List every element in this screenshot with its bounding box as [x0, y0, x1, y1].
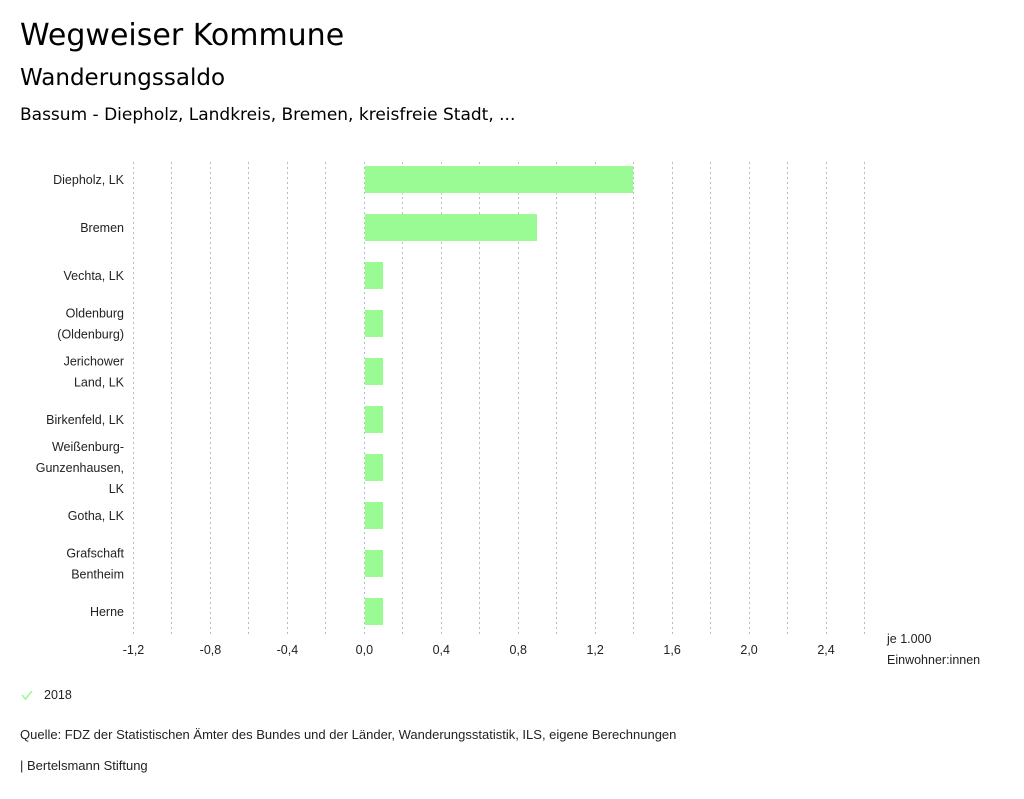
x-tick-label: 2,4: [817, 643, 834, 657]
x-tick-label: 1,2: [586, 643, 603, 657]
bar[interactable]: [364, 454, 384, 481]
category-label: Herne: [90, 605, 124, 619]
category-label: Gotha, LK: [68, 509, 125, 523]
bar[interactable]: [364, 310, 384, 337]
unit-label-line: Einwohner:innen: [887, 653, 980, 667]
regions-line: Bassum - Diepholz, Landkreis, Bremen, kr…: [20, 105, 516, 125]
x-tick-label: -0,8: [200, 643, 222, 657]
category-label: Bremen: [80, 221, 124, 235]
category-label: Oldenburg (Oldenburg): [57, 307, 124, 342]
source-note: Quelle: FDZ der Statistischen Ämter des …: [20, 727, 677, 742]
x-tick-label: -0,4: [277, 643, 299, 657]
unit-label: je 1.000 Einwohner:innen: [886, 632, 980, 667]
category-labels: Diepholz, LK Bremen Vechta, LK Oldenburg (Ol…: [36, 173, 125, 619]
credit-note: | Bertelsmann Stiftung: [20, 758, 148, 773]
category-label: Jerichower Land, LK: [64, 355, 125, 390]
bar-chart: Diepholz, LK Bremen Vechta, LK Oldenburg (Ol…: [36, 162, 980, 667]
x-tick-label: 0,0: [356, 643, 373, 657]
bar[interactable]: [364, 550, 384, 577]
bar[interactable]: [364, 406, 384, 433]
category-label: Weißenburg-Gunzenhausen, LK: [36, 440, 125, 496]
x-tick-label: 0,4: [433, 643, 450, 657]
page-title: Wegweiser Kommune: [20, 18, 345, 53]
bar[interactable]: [364, 502, 384, 529]
chart-subtitle: Wanderungssaldo: [20, 65, 226, 91]
gridlines: [133, 162, 865, 635]
bar[interactable]: [364, 598, 384, 625]
legend-item-2018[interactable]: 2018: [20, 688, 72, 702]
x-tick-label: 1,6: [663, 643, 680, 657]
legend-label: 2018: [44, 688, 72, 702]
bar[interactable]: [364, 166, 634, 193]
category-label: Vechta, LK: [64, 269, 125, 283]
x-tick-label: -1,2: [123, 643, 145, 657]
x-tick-label: 0,8: [510, 643, 527, 657]
bar[interactable]: [364, 214, 537, 241]
bar[interactable]: [364, 358, 384, 385]
category-label: Grafschaft Bentheim: [66, 547, 124, 582]
bars: [364, 166, 634, 625]
category-label: Birkenfeld, LK: [46, 413, 124, 427]
x-tick-label: 2,0: [740, 643, 757, 657]
x-axis-ticks: -1,2 -0,8 -0,4 0,0 0,4 0,8 1,2 1,6 2,0 2,4: [123, 643, 835, 657]
bar[interactable]: [364, 262, 384, 289]
check-icon: [20, 688, 34, 702]
unit-label-line: je 1.000: [886, 632, 932, 646]
category-label: Diepholz, LK: [53, 173, 125, 187]
